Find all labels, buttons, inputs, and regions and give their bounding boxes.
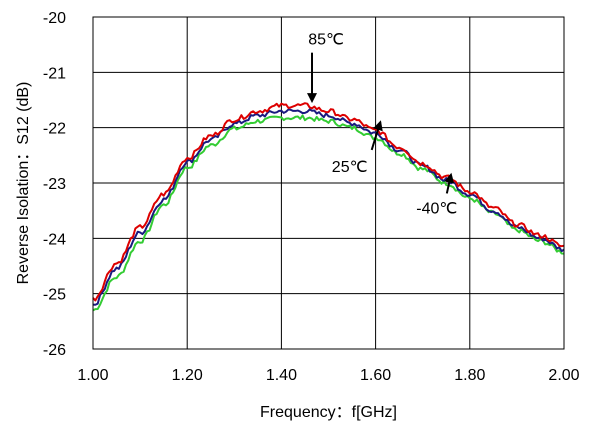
series-line-1 (92, 108, 565, 306)
series-line-2 (92, 114, 565, 312)
y-tick-label: -24 (43, 231, 66, 248)
annotation-label: 25℃ (332, 159, 368, 176)
y-tick-label: -20 (43, 10, 66, 27)
y-tick-label: -23 (43, 176, 66, 193)
y-tick-label: -22 (43, 121, 66, 138)
x-tick-label: 1.20 (172, 367, 203, 384)
annotation-label: -40℃ (416, 200, 457, 217)
series-line-0 (92, 102, 565, 302)
annotation-arrow (444, 172, 455, 194)
x-tick-label: 1.60 (360, 367, 391, 384)
grid (92, 16, 565, 350)
y-tick-label: -25 (43, 287, 66, 304)
x-tick-label: 2.00 (548, 367, 579, 384)
x-axis-title: Frequency：f[GHz] (260, 404, 397, 421)
y-tick-label: -26 (43, 342, 66, 359)
x-tick-label: 1.40 (266, 367, 297, 384)
x-tick-label: 1.00 (77, 367, 108, 384)
annotation-arrow (370, 120, 383, 151)
plot-frame (92, 16, 565, 350)
annotations: 85℃ 25℃ -40℃ (307, 32, 457, 217)
series-layer (92, 102, 565, 312)
tick-labels: 1.00 1.20 1.40 1.60 1.80 2.00 -20 -21 -22 -23 -24 -… (43, 10, 580, 384)
annotation-label: 85℃ (308, 32, 344, 49)
y-tick-label: -21 (43, 65, 66, 82)
y-axis-title: Reverse Isolation：S12 (dB) (15, 82, 32, 285)
x-tick-label: 1.80 (454, 367, 485, 384)
